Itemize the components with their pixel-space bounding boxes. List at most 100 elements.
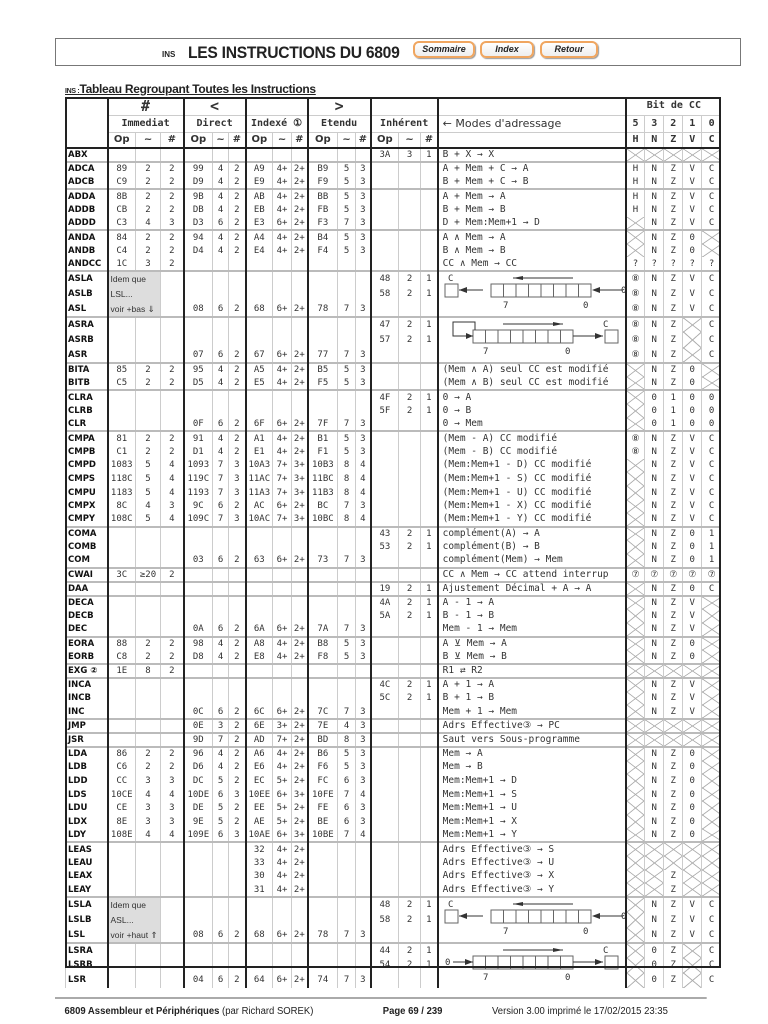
cc-flag-value: 0 (682, 243, 702, 258)
cc-flag-value (682, 147, 702, 162)
cell-value (212, 895, 229, 913)
cc-flag-value (701, 801, 721, 816)
mnemonic: ASL (64, 301, 108, 318)
cell-value (160, 580, 184, 596)
mnemonic: LDA (64, 745, 108, 761)
cell-value: 1 (420, 609, 438, 624)
operation-description: Adrs Effective③ → PC (436, 717, 626, 733)
cell-value (160, 717, 184, 733)
cc-flag-value: 0 (682, 745, 702, 761)
cc-flag-value (624, 815, 645, 829)
cc-flag-value: N (644, 912, 664, 928)
mnemonic: EXG ② (64, 662, 108, 678)
cell-value (420, 566, 438, 582)
cell-value: 2+ (291, 175, 308, 190)
mnemonic: CMPU (64, 485, 108, 500)
sommaire-button[interactable]: Sommaire (413, 41, 475, 58)
cell-value (182, 540, 213, 555)
cell-value (212, 855, 229, 870)
cell-value: 3+ (291, 513, 308, 527)
cell-value (369, 815, 399, 829)
cell-value (228, 580, 246, 596)
cell-value: 3 (355, 815, 371, 829)
cc-flag-value: Z (663, 332, 683, 348)
column-header: ~ (398, 131, 421, 148)
cell-value: E8 (244, 650, 273, 664)
operation-description: (Mem:Mem+1 - Y) CC modifié (436, 513, 626, 527)
arith-shift-right-diagram: C 7 0 (452, 320, 619, 357)
cell-value: 48 (369, 270, 399, 287)
index-button[interactable]: Index (480, 41, 534, 58)
instruction-row: LDS 10CE 4 4 10DE 6 3 10EE 6+ 3+ 10FE 7 4 Mem:Mem+1 →… (64, 787, 721, 802)
cell-value (291, 540, 308, 555)
cc-flag-value: N (644, 229, 664, 244)
cell-value: 4+ (272, 869, 292, 884)
cell-value: 2+ (291, 635, 308, 651)
cell-value (212, 286, 229, 302)
cell-value: 2 (135, 650, 161, 664)
idem-note: Idem que (106, 270, 161, 287)
cell-value: 3 (398, 147, 421, 162)
cell-value: 4 (355, 485, 371, 500)
column-header: ~ (212, 131, 229, 148)
mnemonic: DECA (64, 594, 108, 610)
retour-button[interactable]: Retour (540, 41, 598, 58)
cc-flag-value (701, 815, 721, 829)
cell-value: 96 (182, 745, 213, 761)
cell-value (212, 540, 229, 555)
cell-value (355, 662, 371, 678)
cell-value: 4 (135, 828, 161, 843)
cell-value (244, 332, 273, 348)
cell-value: 73 (306, 554, 338, 568)
cell-value: 3 (355, 635, 371, 651)
cell-value (160, 404, 184, 418)
cell-value: 6 (212, 787, 229, 802)
cell-value: 64 (244, 972, 273, 988)
cc-flag-value: Z (663, 787, 683, 802)
cell-value (369, 229, 399, 244)
cc-flag-value: V (682, 430, 702, 445)
operation-description: (Mem - B) CC modifié (436, 444, 626, 459)
cell-value (398, 972, 421, 988)
cc-flag-value: V (682, 705, 702, 719)
cell-value (369, 513, 399, 527)
operation-description: B ∧ Mem → B (436, 243, 626, 258)
cell-value (420, 774, 438, 788)
cell-value (369, 347, 399, 364)
operation-description: B + X → X (436, 147, 626, 162)
cell-value (272, 609, 292, 624)
cell-value (244, 594, 273, 610)
cell-value: 7 (212, 472, 229, 486)
mnemonic: DAA (64, 580, 108, 596)
cell-value: 98 (182, 635, 213, 651)
cell-value (369, 202, 399, 217)
cell-value: 8C (106, 499, 136, 514)
cell-value: 2+ (291, 161, 308, 176)
cell-value (135, 525, 161, 541)
cell-value (182, 594, 213, 610)
cell-value (160, 594, 184, 610)
cell-value (291, 594, 308, 610)
mnemonic: CMPY (64, 513, 108, 527)
operation-description: CC ∧ Mem → CC attend interrup (436, 566, 626, 582)
cell-value: 2 (160, 650, 184, 664)
cc-flag-value: C (701, 513, 721, 527)
cell-value: 4+ (272, 376, 292, 391)
cc-flag-value (624, 662, 645, 678)
cell-value: 4 (135, 216, 161, 231)
cell-value (369, 243, 399, 258)
cell-value: 5 (337, 188, 356, 203)
cell-value (420, 883, 438, 897)
cell-value (272, 404, 292, 418)
column-header: # (160, 131, 184, 148)
instruction-row: JMP 0E 3 2 6E 3+ 2+ 7E 4 3 Adrs Effective③ → PC (64, 717, 721, 733)
cell-value: A6 (244, 745, 273, 761)
operation-description: (Mem:Mem+1 - D) CC modifié (436, 458, 626, 473)
cell-value: 7 (337, 927, 356, 943)
instruction-row: LEAS 32 4+ 2+ Adrs Effective③ → S (64, 841, 721, 856)
cell-value (398, 774, 421, 788)
cell-value: 4+ (272, 430, 292, 445)
cell-value (420, 188, 438, 203)
cc-flag-value: N (644, 623, 664, 637)
